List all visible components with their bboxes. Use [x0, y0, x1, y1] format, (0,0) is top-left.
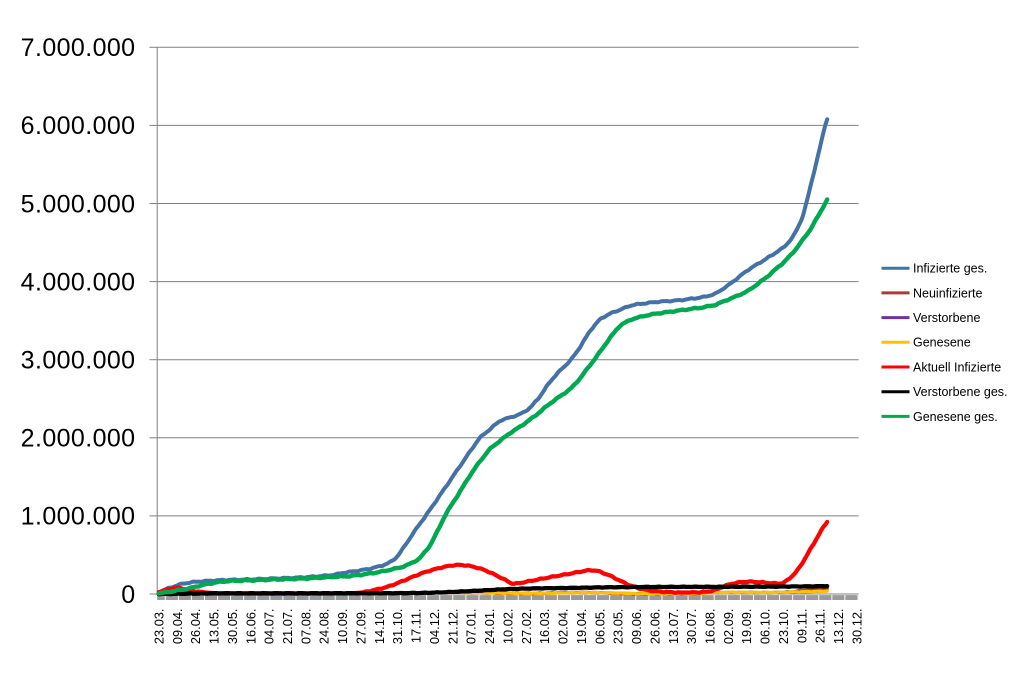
svg-text:26.06.: 26.06.: [647, 609, 662, 645]
svg-text:16.06.: 16.06.: [243, 609, 258, 645]
svg-text:23.05.: 23.05.: [611, 609, 626, 645]
svg-text:Verstorbene: Verstorbene: [913, 311, 980, 325]
svg-text:13.12.: 13.12.: [831, 609, 846, 645]
svg-text:30.12.: 30.12.: [850, 609, 865, 645]
svg-text:27.09.: 27.09.: [354, 609, 369, 645]
svg-text:02.04.: 02.04.: [556, 609, 571, 645]
svg-text:14.10.: 14.10.: [372, 609, 387, 645]
svg-text:31.10.: 31.10.: [390, 609, 405, 645]
svg-text:6.000.000: 6.000.000: [21, 112, 136, 140]
svg-text:09.11.: 09.11.: [794, 609, 809, 644]
svg-text:27.02.: 27.02.: [519, 609, 534, 645]
svg-text:19.09.: 19.09.: [739, 609, 754, 645]
svg-text:26.11.: 26.11.: [813, 609, 828, 644]
svg-text:Genesene: Genesene: [913, 336, 971, 350]
svg-text:06.05.: 06.05.: [592, 609, 607, 645]
svg-text:30.05.: 30.05.: [225, 609, 240, 645]
svg-text:07.08.: 07.08.: [298, 609, 313, 645]
svg-text:2.000.000: 2.000.000: [21, 425, 136, 453]
svg-text:16.03.: 16.03.: [537, 609, 552, 645]
svg-text:04.12.: 04.12.: [427, 609, 442, 645]
svg-text:04.07.: 04.07.: [262, 609, 277, 645]
svg-text:13.07.: 13.07.: [666, 609, 681, 645]
svg-text:13.05.: 13.05.: [207, 609, 222, 645]
svg-text:26.04.: 26.04.: [188, 609, 203, 645]
svg-text:1.000.000: 1.000.000: [21, 503, 136, 531]
svg-text:09.04.: 09.04.: [170, 609, 185, 645]
svg-text:21.12.: 21.12.: [445, 609, 460, 645]
svg-text:24.08.: 24.08.: [317, 609, 332, 645]
svg-text:16.08.: 16.08.: [703, 609, 718, 645]
svg-text:21.07.: 21.07.: [280, 609, 295, 645]
svg-text:Neuinfizierte: Neuinfizierte: [913, 286, 983, 300]
svg-text:07.01.: 07.01.: [464, 609, 479, 645]
svg-text:17.11.: 17.11.: [409, 609, 424, 644]
svg-text:5.000.000: 5.000.000: [21, 190, 136, 218]
svg-text:Infizierte ges.: Infizierte ges.: [913, 262, 987, 276]
svg-text:Genesene ges.: Genesene ges.: [913, 410, 998, 424]
svg-text:09.06.: 09.06.: [629, 609, 644, 645]
svg-text:23.10.: 23.10.: [776, 609, 791, 645]
svg-text:23.03.: 23.03.: [151, 609, 166, 645]
svg-text:3.000.000: 3.000.000: [21, 347, 136, 375]
svg-text:Verstorbene ges.: Verstorbene ges.: [913, 385, 1008, 399]
svg-text:0: 0: [121, 581, 135, 609]
svg-text:02.09.: 02.09.: [721, 609, 736, 645]
svg-text:4.000.000: 4.000.000: [21, 268, 136, 296]
svg-text:30.07.: 30.07.: [684, 609, 699, 645]
svg-text:24.01.: 24.01.: [482, 609, 497, 645]
svg-text:7.000.000: 7.000.000: [21, 34, 136, 62]
svg-text:10.02.: 10.02.: [500, 609, 515, 645]
svg-text:19.04.: 19.04.: [574, 609, 589, 645]
svg-text:10.09.: 10.09.: [335, 609, 350, 645]
svg-text:06.10.: 06.10.: [758, 609, 773, 645]
svg-text:Aktuell Infizierte: Aktuell Infizierte: [913, 360, 1001, 374]
